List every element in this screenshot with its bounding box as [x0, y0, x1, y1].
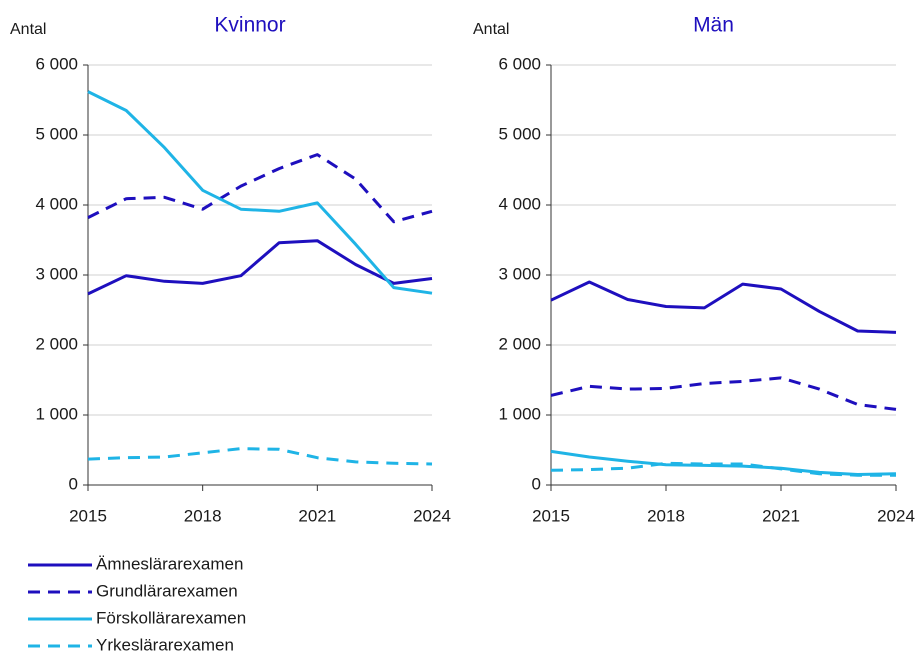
series-line: [550, 449, 897, 476]
series-line: [87, 90, 433, 295]
x-tick-label: 2018: [184, 506, 222, 525]
y-tick-label: 2 000: [498, 334, 541, 353]
y-tick-label: 1 000: [498, 404, 541, 423]
chart-title: Kvinnor: [214, 14, 285, 37]
y-tick-label: 5 000: [498, 124, 541, 143]
series-line: [87, 153, 433, 224]
legend-label: Yrkeslärarexamen: [96, 635, 234, 654]
x-tick-label: 2015: [69, 506, 107, 525]
x-tick-label: 2024: [877, 506, 915, 525]
x-tick-label: 2021: [298, 506, 336, 525]
y-tick-label: 4 000: [35, 194, 78, 213]
y-tick-label: 3 000: [498, 264, 541, 283]
x-tick-label: 2015: [532, 506, 570, 525]
series-line: [87, 239, 433, 296]
y-tick-label: 6 000: [35, 54, 78, 73]
x-tick-label: 2018: [647, 506, 685, 525]
legend-label: Ämneslärarexamen: [96, 554, 243, 573]
y-tick-label: 6 000: [498, 54, 541, 73]
chart-title: Män: [693, 14, 734, 37]
y-tick-label: 2 000: [35, 334, 78, 353]
y-axis-label: Antal: [473, 21, 509, 38]
y-tick-label: 4 000: [498, 194, 541, 213]
y-axis-label: Antal: [10, 21, 46, 38]
legend-label: Förskollärarexamen: [96, 608, 246, 627]
y-tick-label: 0: [532, 474, 541, 493]
series-line: [550, 376, 897, 411]
x-tick-label: 2024: [413, 506, 451, 525]
x-tick-label: 2021: [762, 506, 800, 525]
y-tick-label: 0: [69, 474, 78, 493]
series-line: [550, 461, 896, 477]
y-tick-label: 1 000: [35, 404, 78, 423]
y-tick-label: 3 000: [35, 264, 78, 283]
y-tick-label: 5 000: [35, 124, 78, 143]
series-line: [87, 447, 433, 466]
legend-label: Grundlärarexamen: [96, 581, 238, 600]
series-line: [550, 280, 897, 334]
